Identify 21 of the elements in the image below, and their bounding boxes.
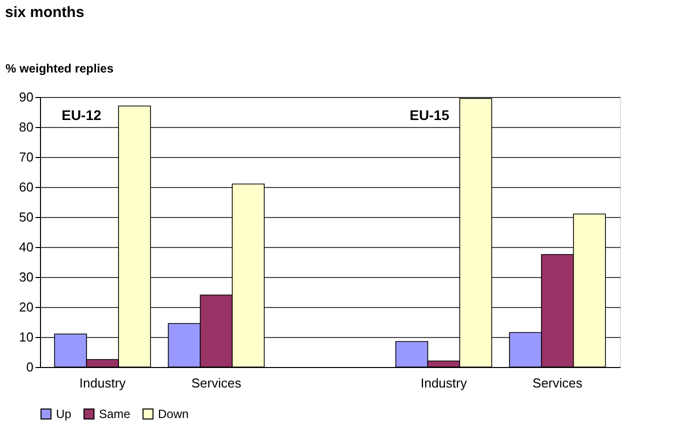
chart-title: six months <box>5 4 84 21</box>
annotation: EU-12 <box>62 107 102 123</box>
y-tick-label: 10 <box>19 330 34 344</box>
y-tick-label: 0 <box>26 360 34 374</box>
y-tick-label: 60 <box>19 180 34 194</box>
y-tick-label: 30 <box>19 270 34 284</box>
y-axis-title: % weighted replies <box>6 62 114 76</box>
annotation: EU-15 <box>410 107 450 123</box>
legend-label: Up <box>56 407 72 421</box>
y-tick-label: 70 <box>19 150 34 164</box>
y-tick-label: 80 <box>19 120 34 134</box>
legend-label: Same <box>99 407 131 421</box>
x-tick-label: Services <box>191 376 242 390</box>
y-tick-label: 20 <box>19 300 34 314</box>
x-tick-label: Industry <box>79 376 126 390</box>
x-tick-label: Services <box>532 376 583 390</box>
y-tick-label: 90 <box>19 90 34 104</box>
legend-label: Down <box>158 407 189 421</box>
y-tick-label: 50 <box>19 210 34 224</box>
x-tick-label: Industry <box>420 376 468 390</box>
y-tick-label: 40 <box>19 240 34 254</box>
